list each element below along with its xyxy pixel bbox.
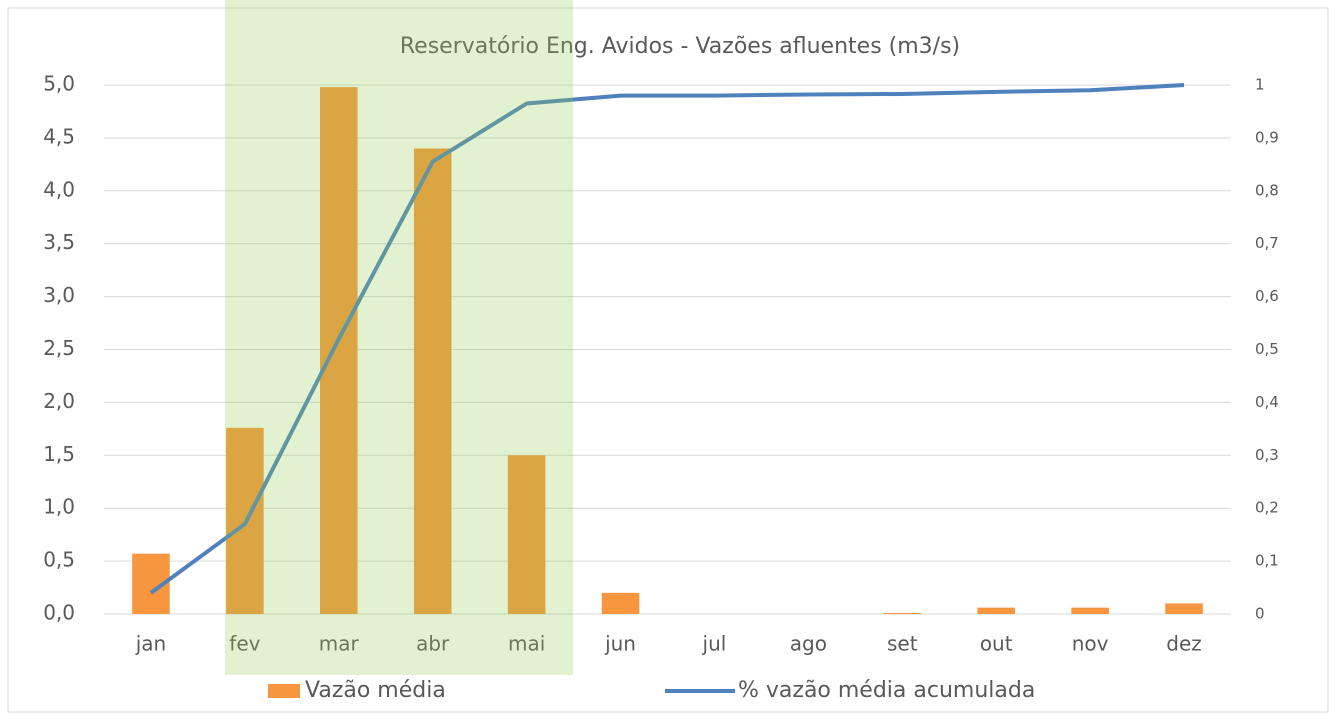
chart-frame	[7, 7, 1329, 713]
y-tick-label: 1,0	[43, 495, 75, 519]
y-tick-label: 2,5	[43, 336, 75, 360]
x-tick-label: out	[980, 632, 1013, 656]
x-tick-label: nov	[1072, 632, 1109, 656]
y2-tick-label: 0,5	[1255, 340, 1279, 358]
y2-tick-label: 0,9	[1255, 128, 1279, 146]
highlight-band	[225, 0, 573, 675]
x-tick-label: jun	[604, 632, 636, 656]
bar	[977, 607, 1015, 614]
x-tick-label: jul	[702, 632, 727, 656]
chart-title: Reservatório Eng. Avidos - Vazões afluen…	[400, 34, 960, 59]
x-tick-label: fev	[229, 632, 260, 656]
y2-tick-label: 0,8	[1255, 181, 1279, 199]
y2-tick-label: 0,6	[1255, 287, 1279, 305]
y-tick-label: 1,5	[43, 442, 75, 466]
bar	[1165, 603, 1203, 614]
bar	[320, 87, 358, 615]
y2-tick-label: 0,4	[1255, 393, 1279, 411]
y-tick-label: 2,0	[43, 389, 75, 413]
x-tick-label: dez	[1166, 632, 1202, 656]
y2-tick-label: 0,2	[1255, 499, 1279, 517]
y2-tick-label: 0	[1255, 605, 1265, 623]
bar	[1071, 607, 1109, 614]
legend-label: % vazão média acumulada	[738, 678, 1035, 703]
bar	[883, 612, 922, 614]
x-tick-label: mar	[319, 632, 360, 656]
legend-label: Vazão média	[305, 678, 446, 703]
x-tick-label: set	[887, 632, 918, 656]
y-tick-label: 0,0	[43, 601, 75, 625]
y-tick-label: 5,0	[43, 72, 75, 96]
y2-tick-label: 1	[1255, 76, 1265, 94]
x-tick-label: mai	[508, 632, 545, 656]
line	[149, 83, 1185, 595]
bar	[507, 455, 546, 614]
y2-tick-label: 0,3	[1255, 446, 1279, 464]
y-tick-label: 4,0	[43, 177, 75, 201]
y2-tick-label: 0,1	[1255, 552, 1279, 570]
x-tick-label: abr	[416, 632, 450, 656]
y2-tick-label: 0,7	[1255, 234, 1279, 252]
y-tick-label: 4,5	[43, 124, 75, 148]
x-tick-label: jan	[135, 632, 167, 656]
y-tick-label: 3,0	[43, 283, 75, 307]
x-tick-label: ago	[790, 632, 827, 656]
bar	[601, 592, 640, 614]
y-tick-label: 3,5	[43, 230, 75, 254]
bar	[413, 148, 452, 615]
y-tick-label: 0,5	[43, 548, 75, 572]
legend-swatch	[268, 684, 300, 698]
